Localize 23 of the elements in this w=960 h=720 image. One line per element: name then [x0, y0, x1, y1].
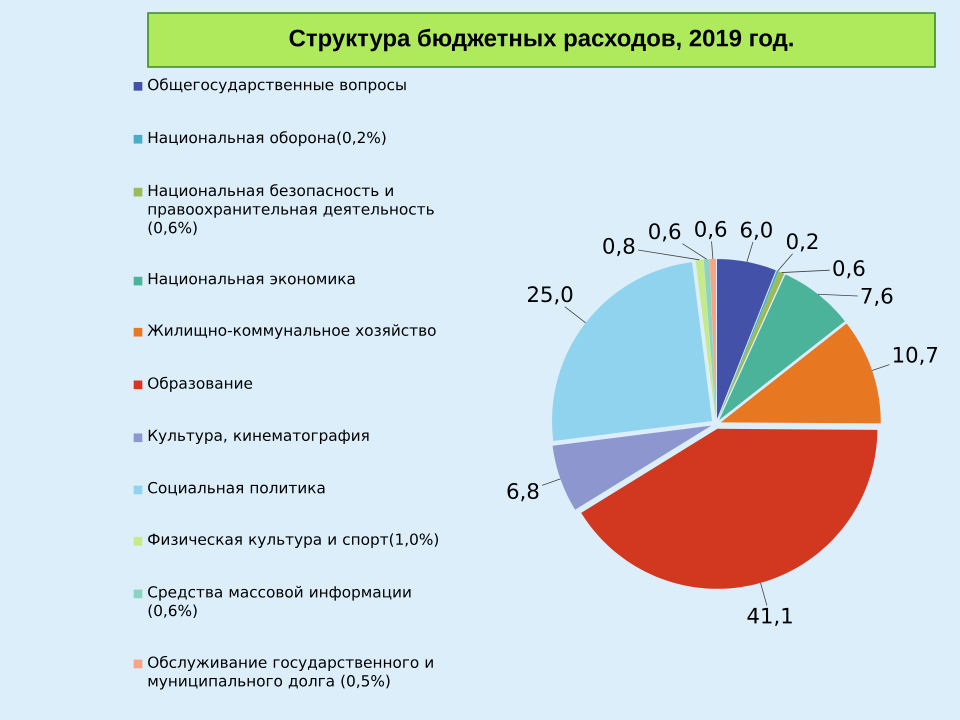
data-label: 7,6 — [862, 288, 892, 306]
data-label: 41,1 — [747, 608, 792, 626]
data-label: 6,0 — [740, 222, 772, 240]
legend-label: Социальная политика — [148, 482, 324, 496]
data-label: 0,6 — [649, 223, 680, 242]
data-label: 25,0 — [528, 286, 572, 304]
legend-label: Обслуживание государственного и муниципального долга (0,5%) — [148, 656, 433, 690]
legend-label: Национальная оборона(0,2%) — [148, 131, 386, 146]
legend-label: Общегосударственные вопросы — [148, 78, 406, 94]
data-label: 0,2 — [786, 233, 818, 252]
legend-label: Образование — [148, 376, 252, 392]
legend-label: Жилищно-коммунальное хозяйство — [148, 324, 436, 339]
data-label: 0,8 — [603, 238, 634, 256]
legend-label: Средства массовой информации (0,6%) — [148, 586, 411, 618]
data-label: 10,7 — [894, 346, 938, 365]
legend-label: Национальная безопасность и правоохранительная деятельность (0,6%) — [148, 184, 434, 236]
data-label: 6,8 — [508, 483, 538, 502]
data-label: 0,6 — [833, 260, 864, 278]
legend-label: Культура, кинематография — [148, 430, 369, 444]
chart-title: Структура бюджетных расходов, 2019 год. — [290, 28, 793, 52]
legend-label: Национальная экономика — [148, 273, 355, 286]
legend-label: Физическая культура и спорт(1,0%) — [148, 533, 438, 548]
data-label: 0,6 — [695, 220, 726, 240]
